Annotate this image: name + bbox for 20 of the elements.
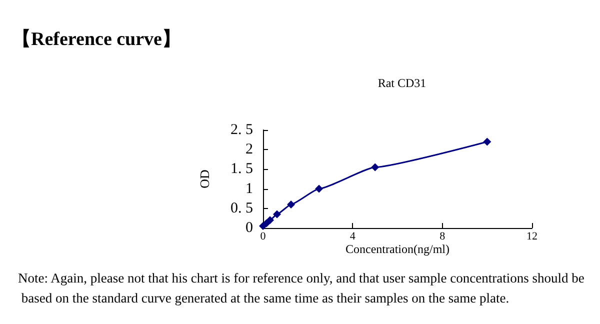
y-tick-label: 2. 5 [230, 122, 253, 138]
y-tick-label: 0. 5 [230, 200, 253, 216]
y-tick-label: 1. 5 [230, 161, 253, 178]
point [315, 184, 324, 193]
x-tick-label: 12 [526, 230, 538, 242]
point [266, 216, 274, 224]
y-tick-label: 1 [246, 180, 253, 197]
y-axis-title: OD [197, 170, 212, 188]
point [273, 210, 282, 218]
point [287, 200, 296, 208]
y-tick-label: 2 [246, 142, 253, 158]
x-tick-label: 8 [440, 230, 446, 242]
text: 【Reference curve】 [12, 28, 181, 50]
x-axis-title: Concentration(ng/ml) [346, 242, 450, 256]
point [371, 163, 380, 172]
x-tick-label: 4 [350, 230, 356, 242]
x-tick-label: 0 [260, 230, 266, 242]
chart-title: Rat CD31 [378, 76, 426, 90]
point [483, 138, 492, 146]
text: Note: Again, please not that his chart is for reference only, and that user sample concentrations should be based on the standard curve generated at the same time as their samples on the same plate. [18, 270, 584, 306]
